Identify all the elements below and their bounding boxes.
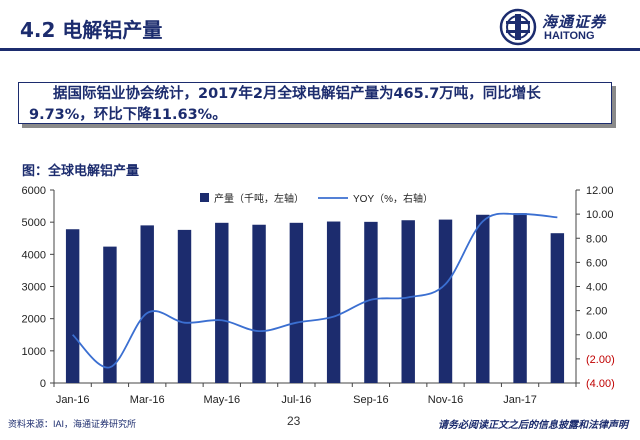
production-bar xyxy=(140,225,154,383)
production-bar xyxy=(65,229,80,383)
right-axis-tick-label: 8.00 xyxy=(586,233,607,245)
page-title: 4.2 电解铝产量 xyxy=(20,18,163,42)
production-bar xyxy=(550,233,565,383)
left-axis-tick-label: 6000 xyxy=(22,185,46,197)
production-bar xyxy=(289,222,304,383)
source-note: 资料来源：IAI，海通证券研究所 xyxy=(8,419,137,429)
x-axis-tick-label: Mar-16 xyxy=(130,394,165,406)
production-bar xyxy=(326,221,341,383)
left-axis-tick-label: 2000 xyxy=(22,314,46,326)
haitong-logo: 海通证券 HAITONG xyxy=(498,8,633,46)
right-axis-tick-label: 4.00 xyxy=(586,282,607,294)
legend-bar-swatch xyxy=(200,193,209,202)
summary-box: 据国际铝业协会统计，2017年2月全球电解铝产量为465.7万吨，同比增长 9.… xyxy=(18,82,612,124)
x-axis-tick-label: Jan-17 xyxy=(503,394,537,406)
left-axis-tick-label: 4000 xyxy=(22,249,46,261)
logo-text-cn: 海通证券 xyxy=(542,13,607,31)
production-bar xyxy=(438,219,453,383)
haitong-emblem-icon xyxy=(499,8,537,46)
left-axis-tick-label: 1000 xyxy=(22,346,46,358)
right-axis-tick-label: 10.00 xyxy=(586,209,614,221)
production-bar xyxy=(252,224,266,383)
legend-line-label: YOY（%，右轴） xyxy=(353,192,433,205)
production-bar xyxy=(215,222,229,383)
x-axis-tick-label: Jan-16 xyxy=(56,394,90,406)
left-axis-tick-label: 3000 xyxy=(22,282,46,294)
disclaimer-notice: 请务必阅读正文之后的信息披露和法律声明 xyxy=(438,420,628,431)
chart-title: 图：全球电解铝产量 xyxy=(22,164,140,179)
logo-text-en: HAITONG xyxy=(544,30,595,42)
right-axis-tick-label: (4.00) xyxy=(586,378,615,390)
right-axis-tick-label: 6.00 xyxy=(586,257,607,269)
right-axis-tick-label: 12.00 xyxy=(586,185,614,197)
title-divider xyxy=(0,48,640,51)
production-bar xyxy=(177,229,192,383)
yoy-line xyxy=(72,212,558,369)
right-axis-tick-label: 0.00 xyxy=(586,330,607,342)
production-bar xyxy=(364,221,378,383)
page-number: 23 xyxy=(287,414,301,428)
left-axis-tick-label: 5000 xyxy=(22,217,46,229)
production-bar xyxy=(513,213,527,383)
left-axis-tick-label: 0 xyxy=(40,378,46,390)
production-bar xyxy=(401,220,415,383)
summary-line-2: 9.73%，环比下降11.63%。 xyxy=(29,107,227,123)
right-axis-tick-label: 2.00 xyxy=(586,306,607,318)
production-chart: 0 1000 2000 3000 4000 5000 6000 (4.00) (2.00) 0.0… xyxy=(22,185,615,406)
legend-bar-label: 产量（千吨，左轴） xyxy=(214,192,304,205)
x-axis-tick-label: May-16 xyxy=(203,394,240,406)
x-axis-tick-label: Jul-16 xyxy=(281,394,311,406)
right-axis-tick-label: (2.00) xyxy=(586,354,615,366)
summary-line-1: 据国际铝业协会统计，2017年2月全球电解铝产量为465.7万吨，同比增长 xyxy=(53,86,541,102)
production-bar xyxy=(103,246,117,383)
production-bar xyxy=(476,214,490,383)
x-axis-tick-label: Sep-16 xyxy=(353,394,388,406)
x-axis-tick-label: Nov-16 xyxy=(428,394,463,406)
